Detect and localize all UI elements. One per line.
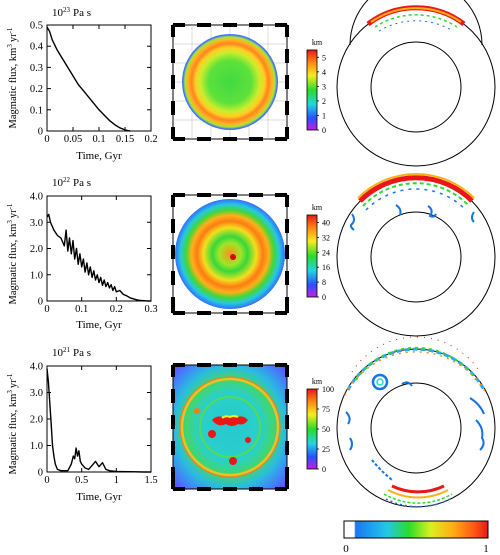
y-tick-label: 0.1	[30, 105, 43, 116]
x-tick-label: 0.15	[116, 134, 134, 145]
y-tick-label: 1.0	[30, 270, 43, 281]
global-colorbar-min: 0	[343, 543, 349, 555]
flux-series-line	[46, 213, 151, 302]
y-tick-label: 0	[38, 297, 43, 308]
colorbar-tick-label: 2	[322, 97, 326, 106]
x-tick-label: 0.2	[144, 134, 157, 145]
viscosity-title-1: 1023 Pa s	[52, 6, 91, 19]
x-tick-label: 0.3	[144, 304, 157, 315]
row-3: 1021 Pa s Magmatic flux, km3yr-1 0 0.5 1 1.5…	[6, 336, 496, 508]
colorbar-tick-label: 32	[322, 233, 330, 242]
map-frame-ticks-1	[171, 23, 289, 141]
colorbar-tick-label: 0	[322, 126, 326, 135]
colorbar-tick-label: 24	[322, 248, 330, 257]
heightmap-colorbar-1: km 0 1 2 3 4 5	[306, 38, 326, 135]
cross-section-3	[336, 336, 496, 508]
x-tick-label: 0.5	[75, 475, 88, 486]
line-plot-2: 0 0.1 0.2 0.3 0 1.0 2.0 3.0 4.0	[30, 192, 158, 316]
cross-section-1	[336, 0, 496, 167]
colorbar-tick-label: 16	[322, 263, 330, 272]
colorbar-gradient	[306, 214, 318, 298]
y-tick-label: 4.0	[30, 362, 43, 373]
x-axis-label-2: Time, Gyr	[76, 319, 122, 331]
y-tick-label: 0.3	[30, 63, 43, 74]
y-tick-label: 2.0	[30, 244, 43, 255]
colorbar-gradient	[306, 388, 318, 470]
global-colorbar-max: 1	[483, 543, 489, 555]
x-axis-label-3: Time, Gyr	[76, 491, 122, 503]
row-2: 1022 Pa s Magmatic flux, km3yr-1 0 0.1 0.2 0…	[6, 172, 496, 337]
heightmap-field-3	[172, 364, 288, 490]
x-tick-label: 1.5	[144, 475, 157, 486]
cross-section-2	[336, 172, 496, 337]
colorbar-tick-label: 25	[322, 445, 330, 454]
y-tick-label: 3.0	[30, 218, 43, 229]
colorbar-tick-label: 75	[322, 405, 330, 414]
colorbar-unit-label: km	[312, 38, 323, 47]
x-tick-label: 0.1	[92, 134, 105, 145]
x-tick-label: 1	[114, 475, 119, 486]
colorbar-tick-label: 5	[322, 53, 326, 62]
colorbar-tick-label: 0	[322, 465, 326, 474]
x-tick-label: 0	[44, 475, 49, 486]
colorbar-tick-label: 100	[322, 385, 334, 394]
viscosity-title-3: 1021 Pa s	[52, 346, 91, 359]
x-tick-label: 0.2	[110, 304, 123, 315]
y-tick-label: 0.4	[30, 42, 44, 53]
colorbar-tick-label: 1	[322, 111, 326, 120]
colorbar-unit-label: km	[312, 377, 323, 386]
plot-frame	[46, 365, 152, 473]
flux-series-line	[46, 26, 131, 132]
heightmap-colorbar-2: km 0 8 16 24 32 40	[306, 203, 330, 302]
heightmap-1	[171, 23, 289, 141]
heightmap-3	[171, 363, 289, 491]
x-tick-label: 0	[44, 304, 49, 315]
colorbar-gradient	[306, 49, 318, 131]
y-tick-label: 0.2	[30, 84, 43, 95]
plot-frame	[46, 195, 152, 302]
colorbar-tick-label: 8	[322, 278, 326, 287]
line-plot-3: 0 0.5 1 1.5 0 1.0 2.0 3.0 4.0	[30, 362, 158, 487]
plot-frame	[46, 24, 152, 132]
y-axis-label-1: Magmatic flux, km3yr-1	[6, 27, 19, 128]
heightmap-2	[171, 193, 289, 315]
y-tick-label: 0	[38, 468, 43, 479]
map-frame-ticks-3	[171, 363, 289, 491]
colorbar-tick-label: 4	[322, 68, 326, 77]
y-tick-label: 3.0	[30, 388, 43, 399]
y-tick-label: 2.0	[30, 415, 43, 426]
viscosity-title-2: 1022 Pa s	[52, 176, 91, 189]
colorbar-unit-label: km	[312, 203, 323, 212]
x-tick-label: 0.05	[64, 134, 82, 145]
y-tick-label: 0.5	[30, 21, 43, 32]
y-axis-label-3: Magmatic flux, km3yr-1	[6, 373, 19, 474]
row-1: 1023 Pa s Magmatic flux, km3yr-1 0 0.05 0.1…	[6, 0, 496, 167]
x-tick-label: 0	[44, 134, 49, 145]
flux-series-line	[46, 368, 151, 473]
global-colorbar: 0 1	[343, 520, 489, 555]
y-tick-label: 1.0	[30, 441, 43, 452]
x-tick-label: 0.1	[75, 304, 88, 315]
x-axis-label-1: Time, Gyr	[76, 150, 122, 162]
line-plot-1: 0 0.05 0.1 0.15 0.2 0 0.1 0.2 0.3 0.4 0.5	[30, 21, 158, 146]
map-frame-ticks-2	[171, 193, 289, 315]
heightmap-disk-2	[175, 199, 285, 309]
y-axis-label-2: Magmatic flux, km3yr-1	[6, 203, 19, 304]
heightmap-disk-1	[182, 34, 278, 130]
heightmap-colorbar-3: km 0 25 50 75 100	[306, 377, 334, 474]
colorbar-tick-label: 50	[322, 425, 330, 434]
y-tick-label: 4.0	[30, 192, 43, 203]
colorbar-tick-label: 40	[322, 218, 330, 227]
colorbar-tick-label: 0	[322, 293, 326, 302]
colorbar-tick-label: 3	[322, 82, 326, 91]
y-tick-label: 0	[38, 127, 43, 138]
